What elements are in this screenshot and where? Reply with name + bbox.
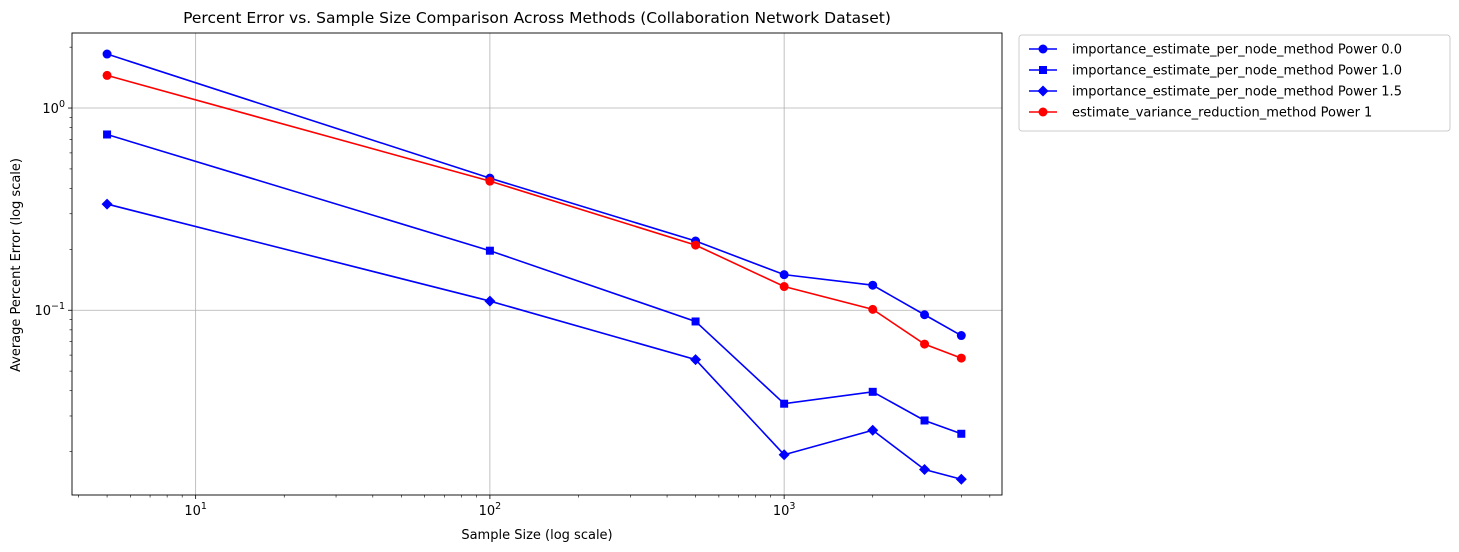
legend-frame — [1018, 34, 1451, 132]
legend-marker — [1038, 44, 1048, 54]
x-axis-label: Sample Size (log scale) — [461, 528, 612, 543]
x-tick-label: 103 — [773, 501, 796, 519]
legend-marker — [1037, 85, 1049, 97]
data-point — [920, 416, 929, 425]
series-2 — [103, 130, 966, 438]
data-point — [102, 70, 112, 80]
data-point — [485, 246, 494, 255]
data-point — [484, 295, 496, 307]
data-point — [779, 282, 789, 292]
x-tick-label: 101 — [184, 501, 207, 519]
y-tick-label: 100 — [42, 99, 65, 117]
data-point — [780, 399, 789, 408]
series-3 — [101, 198, 967, 485]
series-line — [106, 133, 962, 435]
legend-item: importance_estimate_per_node_method Powe… — [1029, 43, 1402, 58]
data-point — [868, 304, 878, 314]
data-point — [957, 429, 966, 438]
legend-item: importance_estimate_per_node_method Powe… — [1029, 85, 1402, 100]
data-point — [920, 310, 930, 320]
data-point — [956, 353, 966, 363]
data-point — [920, 339, 930, 349]
data-point — [691, 240, 701, 250]
y-tick-label: 10−1 — [34, 301, 65, 319]
plot-frame — [71, 32, 1003, 496]
data-point — [102, 49, 112, 59]
series-4 — [102, 70, 966, 363]
legend-label: estimate_variance_reduction_method Power… — [1072, 106, 1372, 121]
data-point — [485, 176, 495, 186]
legend-marker — [1038, 107, 1048, 117]
legend-label: importance_estimate_per_node_method Powe… — [1072, 64, 1402, 79]
data-point — [956, 331, 966, 341]
legend: importance_estimate_per_node_method Powe… — [1018, 34, 1451, 132]
series-line — [106, 203, 962, 481]
data-point — [868, 387, 877, 396]
data-point — [919, 464, 931, 476]
legend-label: importance_estimate_per_node_method Powe… — [1072, 43, 1402, 58]
data-point — [955, 473, 967, 485]
chart-title: Percent Error vs. Sample Size Comparison… — [183, 9, 891, 27]
x-tick-label: 102 — [479, 501, 502, 519]
data-point — [867, 424, 879, 436]
data-point — [778, 449, 790, 461]
data-point — [103, 130, 112, 139]
plot-area: 101 102 103 10−1 100 — [34, 32, 1003, 519]
legend-item: estimate_variance_reduction_method Power… — [1029, 106, 1372, 121]
data-point — [690, 354, 702, 366]
legend-item: importance_estimate_per_node_method Powe… — [1029, 64, 1402, 79]
data-point — [868, 280, 878, 290]
data-point — [779, 270, 789, 280]
y-axis-label: Average Percent Error (log scale) — [9, 158, 24, 372]
data-point — [691, 317, 700, 326]
series-line — [106, 74, 962, 359]
legend-marker — [1039, 66, 1047, 74]
data-point — [101, 198, 113, 210]
legend-label: importance_estimate_per_node_method Powe… — [1072, 85, 1402, 100]
